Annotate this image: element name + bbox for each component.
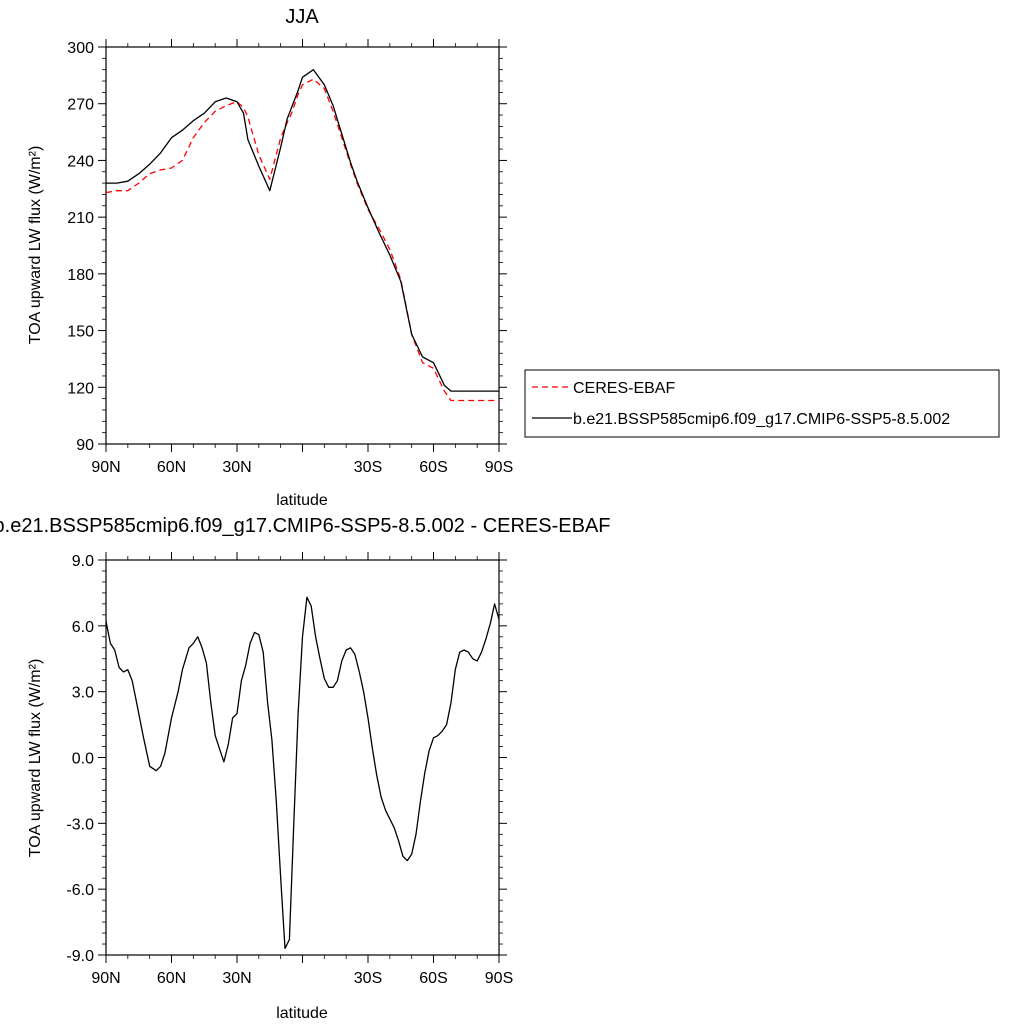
bottom-x-axis-label: latitude — [276, 1005, 328, 1022]
legend-box — [524, 369, 1000, 438]
y-tick-label: 270 — [67, 97, 94, 114]
y-tick-label: 0.0 — [72, 751, 94, 768]
bottom-y-axis-label: TOA upward LW flux (W/m²) — [27, 659, 44, 858]
y-tick-label: 3.0 — [72, 685, 94, 702]
y-tick-label: 300 — [67, 40, 94, 57]
x-tick-label: 60S — [419, 970, 447, 987]
y-tick-label: 240 — [67, 153, 94, 170]
bottom-y-tick-labels: -9.0 -6.0 -3.0 0.0 3.0 6.0 9.0 — [66, 553, 94, 965]
top-plot-frame — [105, 46, 500, 445]
y-tick-label: 9.0 — [72, 553, 94, 570]
y-tick-label: -3.0 — [66, 816, 94, 833]
x-tick-label: 60N — [157, 970, 186, 987]
x-tick-label: 30S — [354, 459, 382, 476]
bottom-plot-frame — [105, 559, 500, 956]
x-tick-label: 90S — [485, 459, 513, 476]
x-tick-label: 90S — [485, 970, 513, 987]
bottom-panel: b.e21.BSSP585cmip6.f09_g17.CMIP6-SSP5-8.… — [0, 515, 610, 1022]
bottom-axis-ticks — [98, 552, 507, 963]
y-tick-label: -6.0 — [66, 882, 94, 899]
top-axis-ticks — [98, 39, 507, 452]
bottom-x-tick-labels: 90N 60N 30N 30S 60S 90S — [91, 970, 513, 987]
legend-label-ceres-ebaf: CERES-EBAF — [573, 380, 675, 397]
y-tick-label: 210 — [67, 210, 94, 227]
top-x-tick-labels: 90N 60N 30N 30S 60S 90S — [91, 459, 513, 476]
bottom-series-line-1 — [105, 596, 500, 950]
top-x-axis-label: latitude — [276, 492, 328, 509]
top-series-line-1 — [105, 78, 499, 402]
x-tick-label: 90N — [91, 459, 120, 476]
legend-label-model: b.e21.BSSP585cmip6.f09_g17.CMIP6-SSP5-8.… — [573, 411, 950, 428]
y-tick-label: 180 — [67, 267, 94, 284]
y-tick-label: 150 — [67, 324, 94, 341]
top-series-lines — [105, 69, 499, 402]
top-y-tick-labels: 90 120 150 180 210 240 270 300 — [67, 40, 94, 454]
y-tick-label: 120 — [67, 380, 94, 397]
y-tick-label: 6.0 — [72, 619, 94, 636]
x-tick-label: 60N — [157, 459, 186, 476]
x-tick-label: 60S — [419, 459, 447, 476]
y-tick-label: 90 — [76, 437, 94, 454]
bottom-series-lines — [105, 596, 500, 950]
x-tick-label: 30N — [222, 459, 251, 476]
legend: CERES-EBAF b.e21.BSSP585cmip6.f09_g17.CM… — [524, 369, 1000, 438]
y-tick-label: -9.0 — [66, 948, 94, 965]
top-series-line-2 — [106, 69, 499, 392]
top-chart-title: JJA — [285, 6, 319, 28]
top-panel: JJA 90 120 150 180 210 240 270 300 90N 60N 30N 30S… — [27, 6, 513, 509]
x-tick-label: 30S — [354, 970, 382, 987]
top-y-axis-label: TOA upward LW flux (W/m²) — [27, 146, 44, 345]
bottom-chart-title: b.e21.BSSP585cmip6.f09_g17.CMIP6-SSP5-8.… — [0, 515, 610, 537]
x-tick-label: 30N — [222, 970, 251, 987]
x-tick-label: 90N — [91, 970, 120, 987]
